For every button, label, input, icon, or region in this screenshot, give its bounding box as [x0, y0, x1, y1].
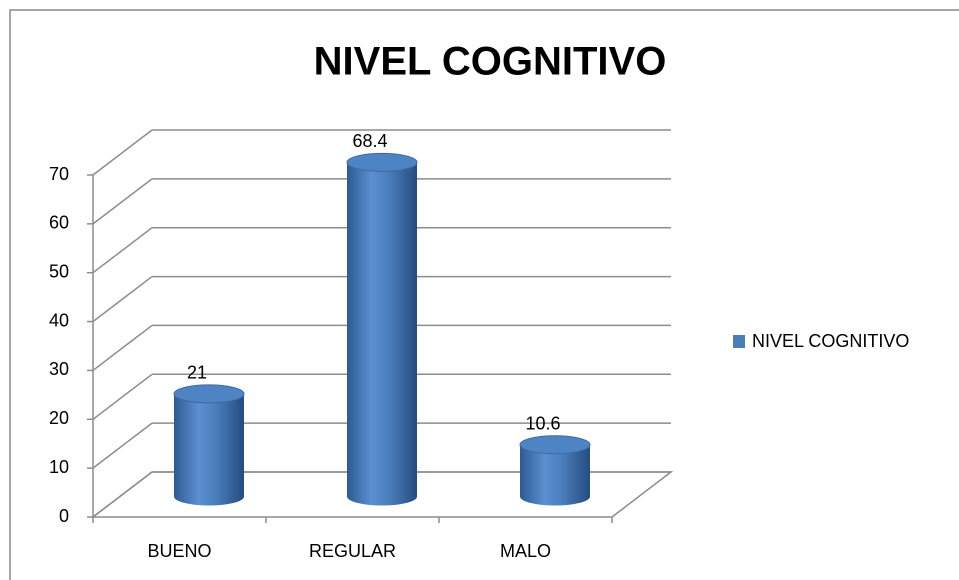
grid-line [92, 471, 153, 518]
chart-border [9, 9, 959, 580]
y-tick-label: 10 [49, 457, 69, 477]
y-tick-label: 40 [49, 310, 69, 330]
y-tick-label: 0 [59, 506, 69, 526]
y-tick-label: 30 [49, 359, 69, 379]
grid-line [92, 324, 153, 372]
x-tick-label: BUENO [147, 541, 211, 561]
bar [347, 162, 417, 506]
y-tick-label: 70 [49, 164, 69, 184]
y-tick-label: 20 [49, 408, 69, 428]
grid-line [92, 227, 153, 274]
grid-line [92, 178, 153, 225]
bar [520, 444, 590, 506]
y-tick-label: 50 [49, 261, 69, 281]
data-label: 21 [187, 363, 207, 383]
x-tick-label: MALO [500, 541, 551, 561]
grid-line [92, 422, 153, 469]
grid-line [92, 129, 153, 176]
legend-swatch [733, 335, 745, 348]
y-tick-label: 60 [49, 213, 69, 233]
x-tick-label: REGULAR [309, 541, 396, 561]
data-label: 10.6 [525, 413, 560, 433]
bar-top [173, 384, 245, 404]
data-label: 68.4 [352, 131, 387, 151]
grid-line [92, 373, 153, 420]
bar [174, 393, 244, 506]
grid-line [92, 275, 153, 323]
bar-top [519, 435, 591, 455]
chart-title: NIVEL COGNITIVO [314, 40, 667, 84]
legend-label: NIVEL COGNITIVO [752, 331, 909, 351]
bar-top [346, 152, 418, 172]
